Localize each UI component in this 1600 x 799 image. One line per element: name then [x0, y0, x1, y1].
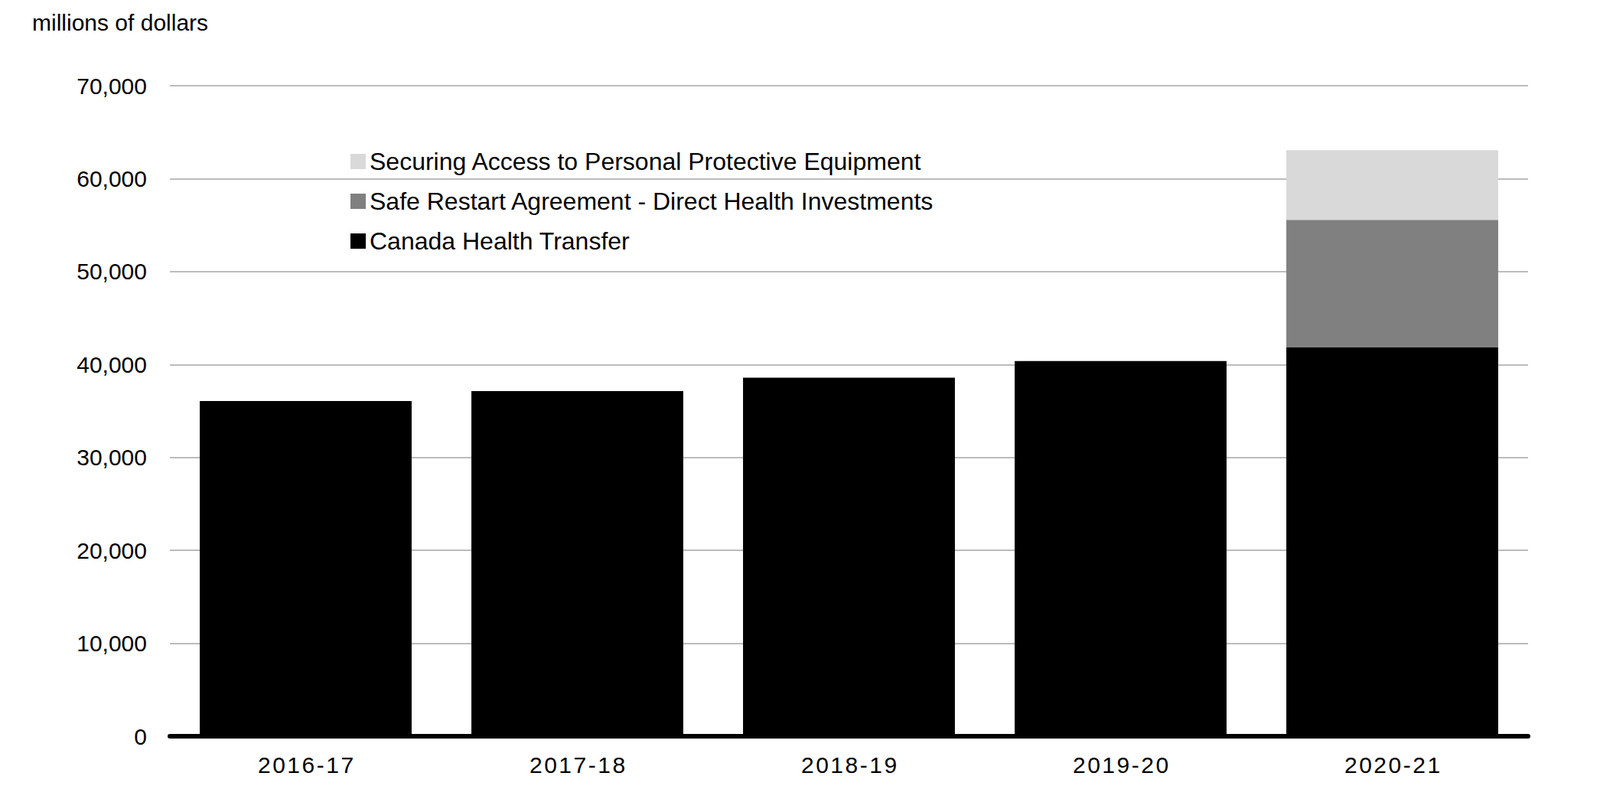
svg-text:40,000: 40,000: [76, 351, 147, 378]
svg-text:millions of dollars: millions of dollars: [32, 9, 209, 36]
svg-text:2 0 1 7 - 1 8: 2 0 1 7 - 1 8: [529, 752, 626, 778]
svg-text:Securing Access to Personal Pr: Securing Access to Personal Protective E…: [369, 147, 921, 176]
svg-text:30,000: 30,000: [76, 444, 147, 470]
svg-text:2 0 1 8 - 1 9: 2 0 1 8 - 1 9: [801, 752, 897, 778]
svg-text:10,000: 10,000: [76, 630, 147, 656]
svg-text:2 0 1 6 - 1 7: 2 0 1 6 - 1 7: [257, 752, 354, 778]
svg-text:20,000: 20,000: [76, 537, 147, 564]
svg-text:2 0 1 9 - 2 0: 2 0 1 9 - 2 0: [1072, 752, 1169, 778]
svg-text:2 0 2 0 - 2 1: 2 0 2 0 - 2 1: [1344, 752, 1441, 778]
svg-text:50,000: 50,000: [76, 258, 147, 284]
svg-text:70,000: 70,000: [76, 73, 147, 99]
svg-text:Safe Restart Agreement - Direc: Safe Restart Agreement - Direct Health I…: [369, 187, 933, 216]
svg-text:60,000: 60,000: [76, 166, 147, 192]
svg-text:Canada Health Transfer: Canada Health Transfer: [369, 227, 630, 255]
svg-text:0: 0: [133, 723, 147, 750]
